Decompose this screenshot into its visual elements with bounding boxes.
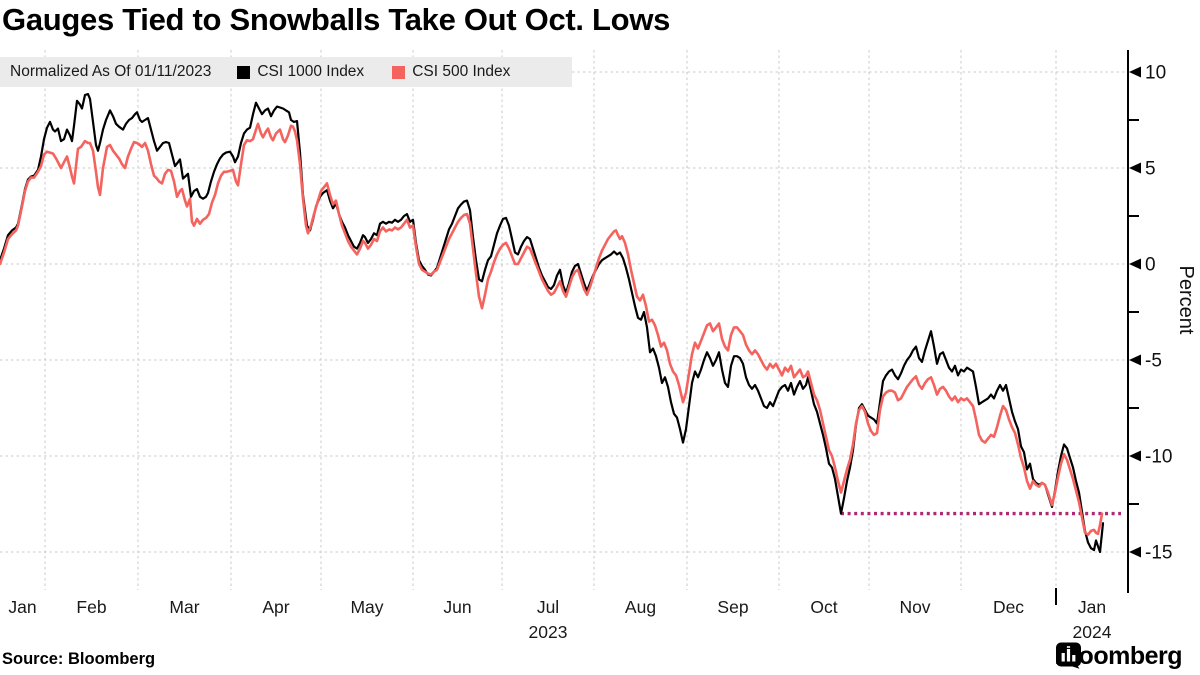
csi500-legend-label: CSI 500 Index	[412, 63, 511, 80]
y-axis-title: Percent	[1175, 266, 1197, 335]
x-month-label: Oct	[810, 597, 837, 617]
csi1000-swatch-icon	[237, 65, 251, 79]
y-tick-arrow-icon	[1129, 450, 1141, 462]
x-year-label: 2023	[529, 622, 568, 642]
x-year-label: 2024	[1073, 622, 1112, 642]
x-month-label: Dec	[993, 597, 1024, 617]
csi1000-line	[0, 92, 1105, 554]
bloomberg-logo-icon	[1055, 642, 1081, 669]
x-month-label: Apr	[262, 597, 289, 617]
legend-note: Normalized As Of 01/11/2023	[10, 63, 212, 80]
x-month-label: May	[350, 597, 383, 617]
y-tick-arrow-icon	[1129, 354, 1141, 366]
y-tick-label: 0	[1145, 255, 1156, 276]
x-month-label: Nov	[899, 597, 930, 617]
y-tick-label: 10	[1145, 63, 1166, 84]
x-month-label: Mar	[169, 597, 199, 617]
legend-item-csi500: CSI 500 Index	[392, 63, 510, 81]
page-title: Gauges Tied to Snowballs Take Out Oct. L…	[2, 2, 671, 37]
source-note: Source: Bloomberg	[2, 650, 156, 668]
bloomberg-brand: Bloomberg	[1055, 642, 1190, 671]
y-tick-label: 5	[1145, 159, 1156, 180]
y-tick-label: -15	[1145, 543, 1172, 564]
y-tick-arrow-icon	[1129, 546, 1141, 558]
y-tick-arrow-icon	[1129, 162, 1141, 174]
x-month-label: Jan	[8, 597, 36, 617]
y-tick-arrow-icon	[1129, 66, 1141, 78]
csi500-line	[0, 122, 1104, 537]
x-month-label: Jul	[537, 597, 559, 617]
csi1000-legend-label: CSI 1000 Index	[257, 63, 365, 80]
x-month-label: Jun	[443, 597, 471, 617]
y-tick-label: -5	[1145, 351, 1162, 372]
x-month-label: Feb	[76, 597, 106, 617]
csi500-swatch-icon	[392, 65, 406, 79]
y-tick-label: -10	[1145, 447, 1172, 468]
x-month-label: Jan	[1078, 597, 1106, 617]
x-month-label: Aug	[625, 597, 656, 617]
legend-item-csi1000: CSI 1000 Index	[237, 63, 364, 81]
x-month-label: Sep	[717, 597, 748, 617]
y-tick-arrow-icon	[1129, 258, 1141, 270]
legend: Normalized As Of 01/11/2023 CSI 1000 Ind…	[0, 57, 572, 87]
